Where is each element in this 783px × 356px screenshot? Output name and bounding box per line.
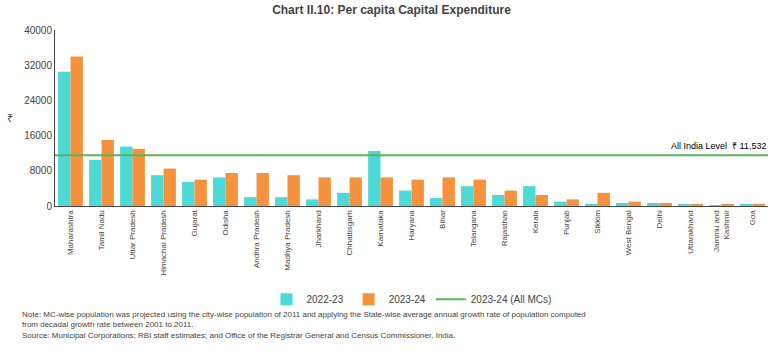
svg-text:Jharkhand: Jharkhand	[314, 210, 323, 247]
svg-text:Chhattisgarh: Chhattisgarh	[345, 210, 354, 255]
svg-text:Tamil Nadu: Tamil Nadu	[97, 210, 106, 250]
svg-text:Karnataka: Karnataka	[376, 210, 385, 247]
svg-text:Sikkim: Sikkim	[593, 210, 602, 234]
svg-text:2023-24 (All MCs): 2023-24 (All MCs)	[471, 294, 552, 305]
svg-text:Punjab: Punjab	[562, 210, 571, 235]
svg-text:16000: 16000	[24, 130, 52, 141]
svg-text:Himachal Pradesh: Himachal Pradesh	[159, 210, 168, 275]
svg-text:2023-24: 2023-24	[389, 294, 426, 305]
svg-text:24000: 24000	[24, 95, 52, 106]
svg-text:8000: 8000	[30, 165, 53, 176]
svg-text:Chart II.10: Per capita Capita: Chart II.10: Per capita Capital Expendit…	[272, 3, 511, 17]
svg-text:Telangana: Telangana	[469, 210, 478, 247]
svg-text:Uttar Pradesh: Uttar Pradesh	[128, 210, 137, 259]
svg-text:Goa: Goa	[748, 210, 757, 226]
svg-text:Rajasthan: Rajasthan	[500, 210, 509, 246]
svg-text:Madhya Pradesh: Madhya Pradesh	[283, 210, 292, 270]
svg-text:₹: ₹	[7, 112, 13, 124]
svg-text:All India Level ₹ 11,532: All India Level ₹ 11,532	[671, 141, 766, 151]
svg-text:Bihar: Bihar	[438, 210, 447, 229]
svg-text:Delhi: Delhi	[655, 210, 664, 228]
svg-text:Jammu andKashmir: Jammu andKashmir	[712, 210, 731, 252]
svg-text:Note: MC-wise population was p: Note: MC-wise population was projected u…	[22, 310, 586, 340]
svg-text:40000: 40000	[24, 25, 52, 36]
svg-text:West Bengal: West Bengal	[624, 210, 633, 255]
svg-text:Maharashtra: Maharashtra	[66, 210, 75, 255]
svg-text:Kerala: Kerala	[531, 210, 540, 234]
svg-text:2022-23: 2022-23	[307, 294, 344, 305]
svg-text:Odisha: Odisha	[221, 210, 230, 236]
svg-text:Uttarakhand: Uttarakhand	[686, 210, 695, 254]
svg-text:Gujarat: Gujarat	[190, 209, 199, 236]
svg-text:Haryana: Haryana	[407, 210, 416, 241]
svg-text:0: 0	[46, 201, 52, 212]
svg-text:32000: 32000	[24, 60, 52, 71]
svg-text:Andhra Pradesh: Andhra Pradesh	[252, 210, 261, 268]
